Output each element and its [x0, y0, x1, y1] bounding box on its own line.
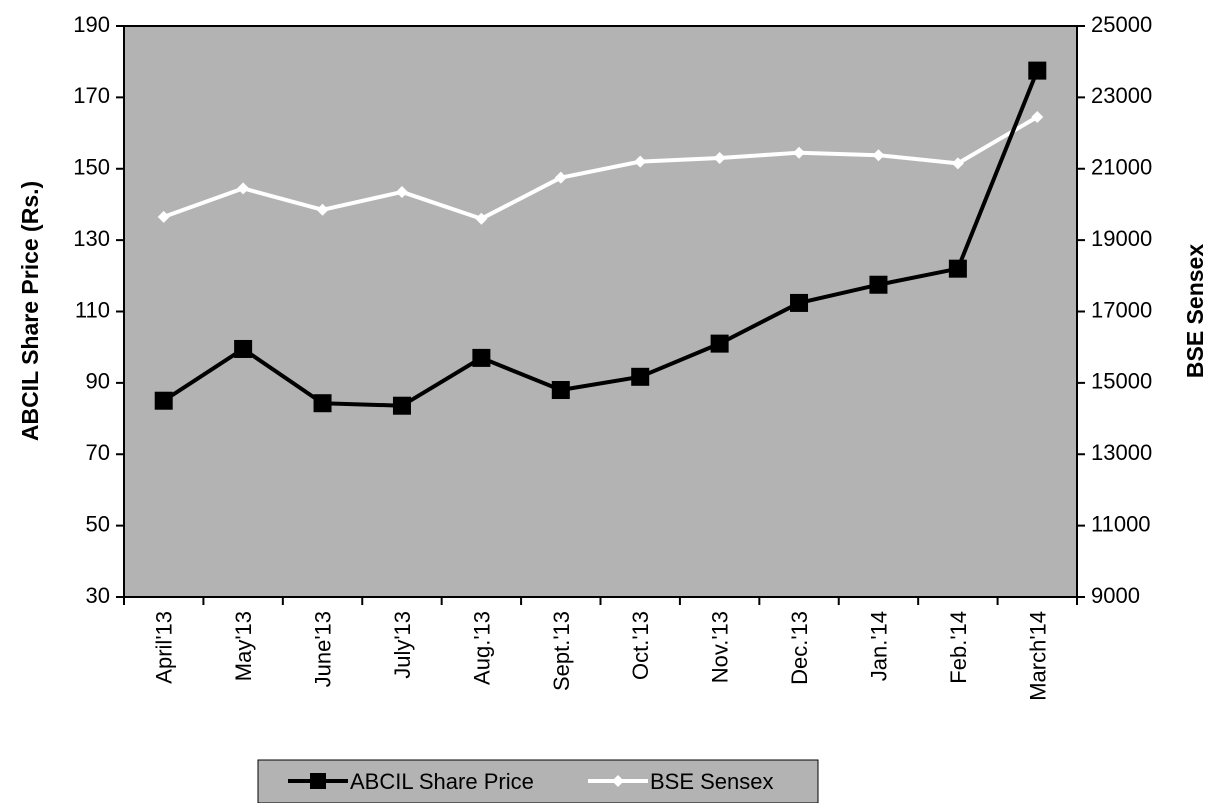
right-tick-label: 9000	[1091, 583, 1140, 608]
x-tick-label: Nov.'13	[708, 611, 733, 683]
legend-label-sensex: BSE Sensex	[650, 769, 774, 794]
x-tick-label: Dec.'13	[787, 611, 812, 685]
y-axis-title: ABCIL Share Price (Rs.)	[17, 181, 43, 441]
data-point-sensex	[475, 212, 488, 225]
series-line-sensex	[163, 115, 1039, 221]
data-point-abcil	[472, 348, 491, 367]
data-point-sensex	[951, 157, 964, 170]
data-point-sensex	[713, 152, 726, 165]
left-tick-label: 90	[86, 369, 110, 394]
x-tick-label: June'13	[311, 611, 336, 687]
data-point-abcil	[948, 259, 967, 278]
data-point-abcil	[710, 334, 729, 353]
data-point-sensex	[1031, 111, 1044, 124]
legend-marker-sensex	[612, 775, 624, 787]
data-point-sensex	[872, 149, 885, 162]
left-tick-label: 190	[73, 12, 110, 37]
x-tick-label: Feb.'14	[946, 611, 971, 684]
data-point-abcil	[631, 367, 650, 386]
data-point-abcil	[313, 394, 332, 413]
x-axis: April'13 May'13 June'13 July'13 Aug.'13 Sept.…	[123, 597, 1078, 701]
data-point-sensex	[634, 155, 647, 168]
x-tick-label: Sept.'13	[549, 611, 574, 691]
plot-area	[123, 25, 1078, 598]
x-tick-label: Aug.'13	[469, 611, 494, 685]
x-tick-label: April'13	[152, 611, 177, 684]
data-point-sensex	[554, 171, 567, 184]
x-tick-label: March'14	[1025, 611, 1050, 701]
data-point-sensex	[793, 146, 806, 159]
left-tick-label: 170	[73, 83, 110, 108]
right-tick-label: 11000	[1091, 511, 1151, 536]
data-point-abcil	[790, 293, 809, 312]
series-line-abcil	[162, 69, 1040, 408]
data-point-abcil	[392, 396, 411, 415]
left-tick-label: 130	[73, 226, 110, 251]
right-tick-label: 15000	[1091, 369, 1152, 394]
right-tick-label: 21000	[1091, 155, 1152, 180]
x-tick-label: May'13	[231, 611, 256, 681]
left-axis: 30 50 70 90 110 130 150 170 190	[73, 12, 124, 608]
left-tick-label: 110	[75, 297, 110, 322]
legend-label-abcil: ABCIL Share Price	[350, 769, 534, 794]
right-tick-label: 13000	[1091, 440, 1152, 465]
legend-box	[257, 759, 819, 803]
data-point-abcil	[551, 381, 570, 400]
left-tick-label: 150	[73, 155, 110, 180]
data-point-sensex	[237, 182, 250, 195]
data-point-abcil	[1028, 61, 1047, 80]
data-point-sensex	[157, 210, 170, 223]
right-tick-label: 19000	[1091, 226, 1152, 251]
legend: ABCIL Share Price BSE Sensex	[257, 759, 819, 803]
data-point-abcil	[154, 391, 173, 410]
x-tick-label: Jan.'14	[866, 611, 891, 681]
data-point-sensex	[395, 185, 408, 198]
left-tick-label: 70	[86, 440, 110, 465]
x-tick-label: July'13	[390, 611, 415, 679]
data-point-abcil	[869, 275, 888, 294]
y2-axis-title: BSE Sensex	[1182, 244, 1208, 378]
right-axis: 9000 11000 13000 15000 17000 19000 21000 23000 2…	[1077, 12, 1152, 608]
data-point-abcil	[234, 339, 253, 358]
right-tick-label: 17000	[1091, 297, 1152, 322]
left-tick-label: 30	[86, 583, 110, 608]
x-tick-label: Oct.'13	[628, 611, 653, 680]
series-layer	[154, 61, 1047, 415]
legend-marker-abcil	[310, 773, 326, 789]
right-tick-label: 25000	[1091, 12, 1152, 37]
right-tick-label: 23000	[1091, 83, 1152, 108]
left-tick-label: 50	[86, 511, 110, 536]
data-point-sensex	[316, 203, 329, 216]
